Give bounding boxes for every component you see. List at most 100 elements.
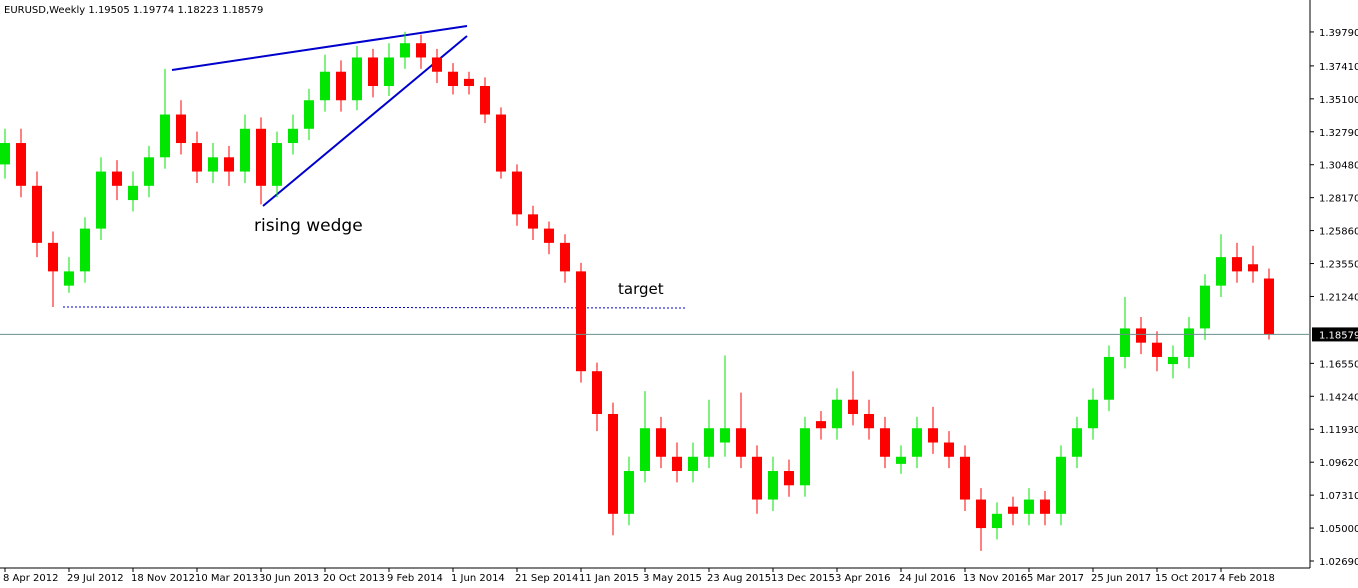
candle-body (1232, 257, 1242, 272)
y-tick-label: 1.25860 (1319, 227, 1358, 238)
candle-body (1264, 278, 1274, 335)
x-tick-label: 3 Apr 2016 (835, 573, 890, 584)
candle-body (48, 242, 58, 272)
candle-body (736, 428, 746, 457)
candle-body (304, 100, 314, 129)
candle-body (272, 143, 282, 186)
x-tick-label: 10 Mar 2013 (195, 573, 258, 584)
candle-body (192, 143, 202, 172)
candle-body (448, 71, 458, 86)
candle-body (528, 214, 538, 229)
candle-body (208, 157, 218, 172)
candle-body (0, 143, 10, 165)
y-tick-label: 1.11930 (1319, 425, 1358, 436)
x-tick-label: 18 Nov 2012 (131, 573, 195, 584)
x-tick-label: 5 Mar 2017 (1027, 573, 1084, 584)
candle-body (128, 185, 138, 201)
x-tick-label: 3 May 2015 (643, 573, 702, 584)
candle-body (1088, 399, 1098, 429)
x-tick-label: 25 Jun 2017 (1091, 573, 1151, 584)
candle-body (1248, 264, 1258, 272)
candle-body (320, 71, 330, 101)
x-tick-label: 13 Dec 2015 (771, 573, 835, 584)
candle-body (592, 371, 602, 414)
candle-body (432, 57, 442, 72)
candle-body (800, 428, 810, 486)
candle-body (672, 456, 682, 472)
candle-body (240, 128, 250, 172)
candle-body (144, 157, 154, 186)
candle-body (960, 456, 970, 500)
x-tick-label: 24 Jul 2016 (899, 573, 956, 584)
candle-body (416, 43, 426, 58)
candle-body (1200, 285, 1210, 329)
x-tick-label: 15 Oct 2017 (1155, 573, 1217, 584)
candle-body (464, 78, 474, 86)
price-label-box (1312, 327, 1358, 342)
candle-body (864, 413, 874, 429)
candle-body (1072, 428, 1082, 457)
y-tick-label: 1.07310 (1319, 491, 1358, 502)
candle-body (16, 143, 26, 186)
y-tick-label: 1.23550 (1319, 260, 1358, 271)
candle-body (384, 57, 394, 86)
candle-body (576, 271, 586, 372)
y-tick-label: 1.09620 (1319, 458, 1358, 469)
candle-body (560, 242, 570, 272)
annotation: rising wedge (254, 216, 363, 236)
y-tick-label: 1.37410 (1319, 62, 1358, 73)
y-tick-label: 1.39790 (1319, 28, 1358, 39)
x-tick-label: 1 Jun 2014 (451, 573, 505, 584)
x-tick-label: 13 Nov 2016 (963, 573, 1027, 584)
candle-body (976, 499, 986, 529)
candle-body (832, 399, 842, 429)
candle-body (400, 43, 410, 58)
y-tick-label: 1.02690 (1319, 557, 1358, 568)
candle-body (608, 413, 618, 514)
y-tick-label: 1.30480 (1319, 161, 1358, 172)
candle-body (368, 57, 378, 86)
candle-body (1120, 328, 1130, 357)
y-tick-label: 1.05000 (1319, 524, 1358, 535)
candle-body (1056, 456, 1066, 514)
x-tick-label: 11 Jan 2015 (579, 573, 639, 584)
candle-body (720, 428, 730, 443)
candle-body (176, 114, 186, 144)
candle-body (112, 171, 122, 186)
candle-body (688, 456, 698, 472)
candle-body (928, 428, 938, 443)
candle-body (1136, 328, 1146, 343)
candle-body (1024, 499, 1034, 514)
x-tick-label: 4 Feb 2018 (1219, 573, 1275, 584)
candle-body (512, 171, 522, 215)
candle-body (880, 428, 890, 457)
candle-body (912, 428, 922, 457)
y-tick-label: 1.14240 (1319, 392, 1358, 403)
candle-body (256, 128, 266, 186)
candle-body (784, 471, 794, 486)
candle-body (480, 85, 490, 115)
y-tick-label: 1.21240 (1319, 292, 1358, 303)
candle-body (1008, 506, 1018, 514)
candle-body (160, 114, 170, 158)
candle-body (704, 428, 714, 457)
x-tick-label: 21 Sep 2014 (515, 573, 578, 584)
y-tick-label: 1.16550 (1319, 359, 1358, 370)
candle-body (224, 157, 234, 172)
x-tick-label: 29 Jul 2012 (67, 573, 124, 584)
x-tick-label: 20 Oct 2013 (323, 573, 385, 584)
y-tick-label: 1.35100 (1319, 95, 1358, 106)
candle-body (816, 421, 826, 429)
candle-body (1168, 356, 1178, 365)
candle-body (96, 171, 106, 229)
candle-body (352, 57, 362, 101)
x-tick-label: 30 Jun 2013 (259, 573, 319, 584)
candle-body (1184, 328, 1194, 357)
candle-body (336, 71, 346, 101)
candle-body (640, 428, 650, 472)
price-label: 1.18579 (1319, 330, 1358, 341)
chart-title: EURUSD,Weekly 1.19505 1.19774 1.18223 1.… (4, 5, 263, 16)
candle-body (656, 428, 666, 457)
